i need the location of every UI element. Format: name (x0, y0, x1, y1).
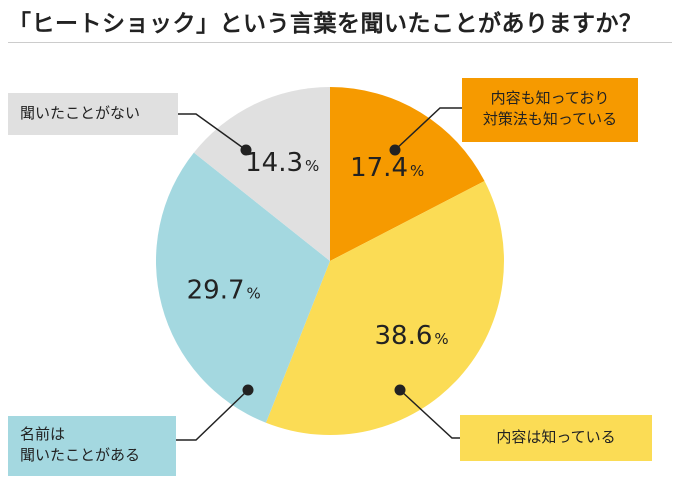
leader-line (394, 107, 462, 151)
slice-value-label: 29.7% (187, 275, 261, 305)
legend-label-line: 内容も知っており (490, 89, 610, 107)
legend-label-know-content: 内容は知っている (460, 415, 652, 461)
legend-label-never-heard: 聞いたことがない (8, 93, 178, 135)
legend-label-know-content-and-measures: 内容も知っており 対策法も知っている (462, 78, 638, 142)
legend-label-line: 聞いたことがある (20, 446, 141, 464)
chart-title: 「ヒートショック」という言葉を聞いたことがありますか？ (8, 11, 643, 37)
legend-label-line: 名前は (20, 425, 66, 443)
title-divider (8, 42, 672, 43)
slice-know-content (265, 181, 505, 435)
slice-value-label: 14.3% (245, 148, 319, 178)
slice-value-label: 17.4% (350, 153, 424, 183)
leader-dot (242, 384, 254, 396)
leader-dot (389, 144, 401, 156)
slice-never-heard (193, 87, 330, 261)
leader-dot (240, 144, 252, 156)
legend-label-line: 内容は知っている (496, 428, 616, 446)
legend-label-line: 対策法も知っている (482, 110, 618, 128)
leader-line (176, 389, 249, 441)
slice-value-label: 38.6% (375, 321, 449, 351)
leader-dot (394, 384, 406, 396)
legend-label-heard-name: 名前は 聞いたことがある (8, 416, 176, 476)
leader-line (399, 389, 460, 439)
leader-line (178, 113, 247, 151)
slice-know-content-and-measures (330, 87, 485, 261)
legend-label-line: 聞いたことがない (20, 104, 141, 122)
slice-heard-name (156, 152, 330, 423)
